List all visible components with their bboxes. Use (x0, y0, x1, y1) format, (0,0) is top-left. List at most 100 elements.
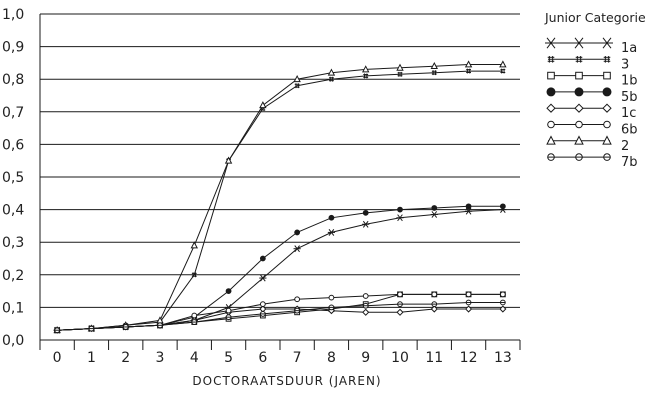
data-point (88, 325, 95, 332)
data-point (157, 322, 163, 329)
data-point (54, 327, 61, 334)
data-point (546, 103, 556, 113)
data-point (430, 211, 438, 218)
data-point (603, 56, 611, 63)
data-point (259, 101, 267, 109)
x-tick-label: 13 (494, 350, 512, 366)
series-7b (54, 299, 506, 334)
legend-item: 2 (546, 135, 629, 154)
data-point (328, 294, 335, 301)
data-point (396, 63, 404, 71)
data-point (362, 220, 370, 228)
data-point (224, 156, 233, 164)
y-tick-label: 0,8 (2, 72, 24, 88)
data-point (397, 291, 403, 298)
data-point (545, 37, 557, 49)
x-tick-label: 0 (53, 350, 62, 366)
series-2 (53, 60, 507, 334)
data-point (362, 302, 369, 309)
data-point (431, 301, 438, 308)
x-tick-label: 6 (258, 350, 267, 366)
data-point (601, 37, 613, 49)
series-group (53, 60, 507, 334)
gridlines (40, 13, 520, 308)
legend-label: 1b (621, 74, 638, 89)
data-point (465, 291, 472, 298)
data-point (397, 206, 403, 213)
x-tick-label: 12 (460, 350, 478, 366)
y-tick-label: 0,1 (2, 300, 24, 316)
data-point (464, 305, 473, 313)
legend-label: 2 (621, 139, 629, 154)
data-point (190, 241, 198, 249)
data-point (430, 61, 438, 70)
legend-item: 1b (547, 71, 638, 89)
y-tick-label: 0,0 (2, 333, 24, 349)
x-tick-label: 3 (156, 350, 165, 366)
data-point (466, 68, 471, 74)
data-point (329, 76, 334, 82)
y-tick-label: 0,3 (2, 235, 24, 251)
legend-item: 5b (546, 87, 638, 105)
data-point (431, 205, 438, 211)
data-point (464, 60, 473, 68)
data-point (363, 73, 369, 79)
legend-label: 3 (621, 57, 629, 72)
legend-title: Junior Categorie (544, 10, 646, 25)
data-point (293, 74, 301, 83)
data-point (259, 255, 266, 262)
x-tick-label: 5 (224, 350, 233, 366)
axes: 0,00,10,20,30,40,50,60,70,80,91,00 1 2 3 4 5 6… (2, 7, 521, 366)
data-point (294, 83, 300, 89)
data-point (499, 299, 506, 306)
data-point (499, 203, 506, 210)
data-point (602, 135, 612, 145)
data-point (397, 71, 403, 77)
y-tick-label: 0,5 (2, 170, 24, 186)
y-tick-label: 1,0 (2, 7, 24, 23)
legend-item: 3 (547, 56, 629, 72)
legend-label: 6b (621, 123, 638, 138)
x-tick-label: 1 (87, 350, 96, 366)
series-5b (54, 203, 506, 334)
legend-label: 5b (621, 90, 638, 105)
data-point (603, 71, 611, 80)
data-point (602, 87, 612, 97)
data-point (396, 214, 404, 222)
data-point (547, 120, 555, 129)
x-axis-label: DOCTORAATSDUUR (JAREN) (192, 374, 381, 388)
data-point (122, 324, 129, 330)
x-tick-label: 8 (327, 350, 336, 366)
legend-item: 6b (547, 120, 638, 138)
data-point (464, 207, 473, 215)
series-line (57, 64, 503, 331)
data-point (362, 65, 370, 73)
series-3 (54, 68, 506, 333)
data-point (547, 153, 555, 161)
y-tick-label: 0,2 (2, 268, 24, 284)
data-point (465, 203, 472, 210)
data-point (575, 120, 583, 129)
data-point (603, 120, 611, 129)
data-point (573, 37, 585, 49)
data-point (547, 56, 555, 63)
data-point (328, 214, 335, 221)
legend-item: 1a (545, 37, 637, 56)
series-line (57, 205, 503, 331)
data-point (327, 68, 336, 76)
data-point (397, 301, 403, 308)
data-point (191, 272, 197, 278)
data-point (225, 314, 232, 321)
y-tick-label: 0,9 (2, 40, 24, 56)
data-point (574, 135, 584, 145)
x-tick-label: 9 (361, 350, 370, 366)
data-point (546, 135, 556, 145)
data-point (574, 87, 584, 97)
data-point (327, 228, 336, 236)
data-point (191, 312, 198, 319)
legend-label: 1c (621, 106, 636, 121)
data-point (465, 299, 472, 306)
data-point (294, 296, 301, 303)
